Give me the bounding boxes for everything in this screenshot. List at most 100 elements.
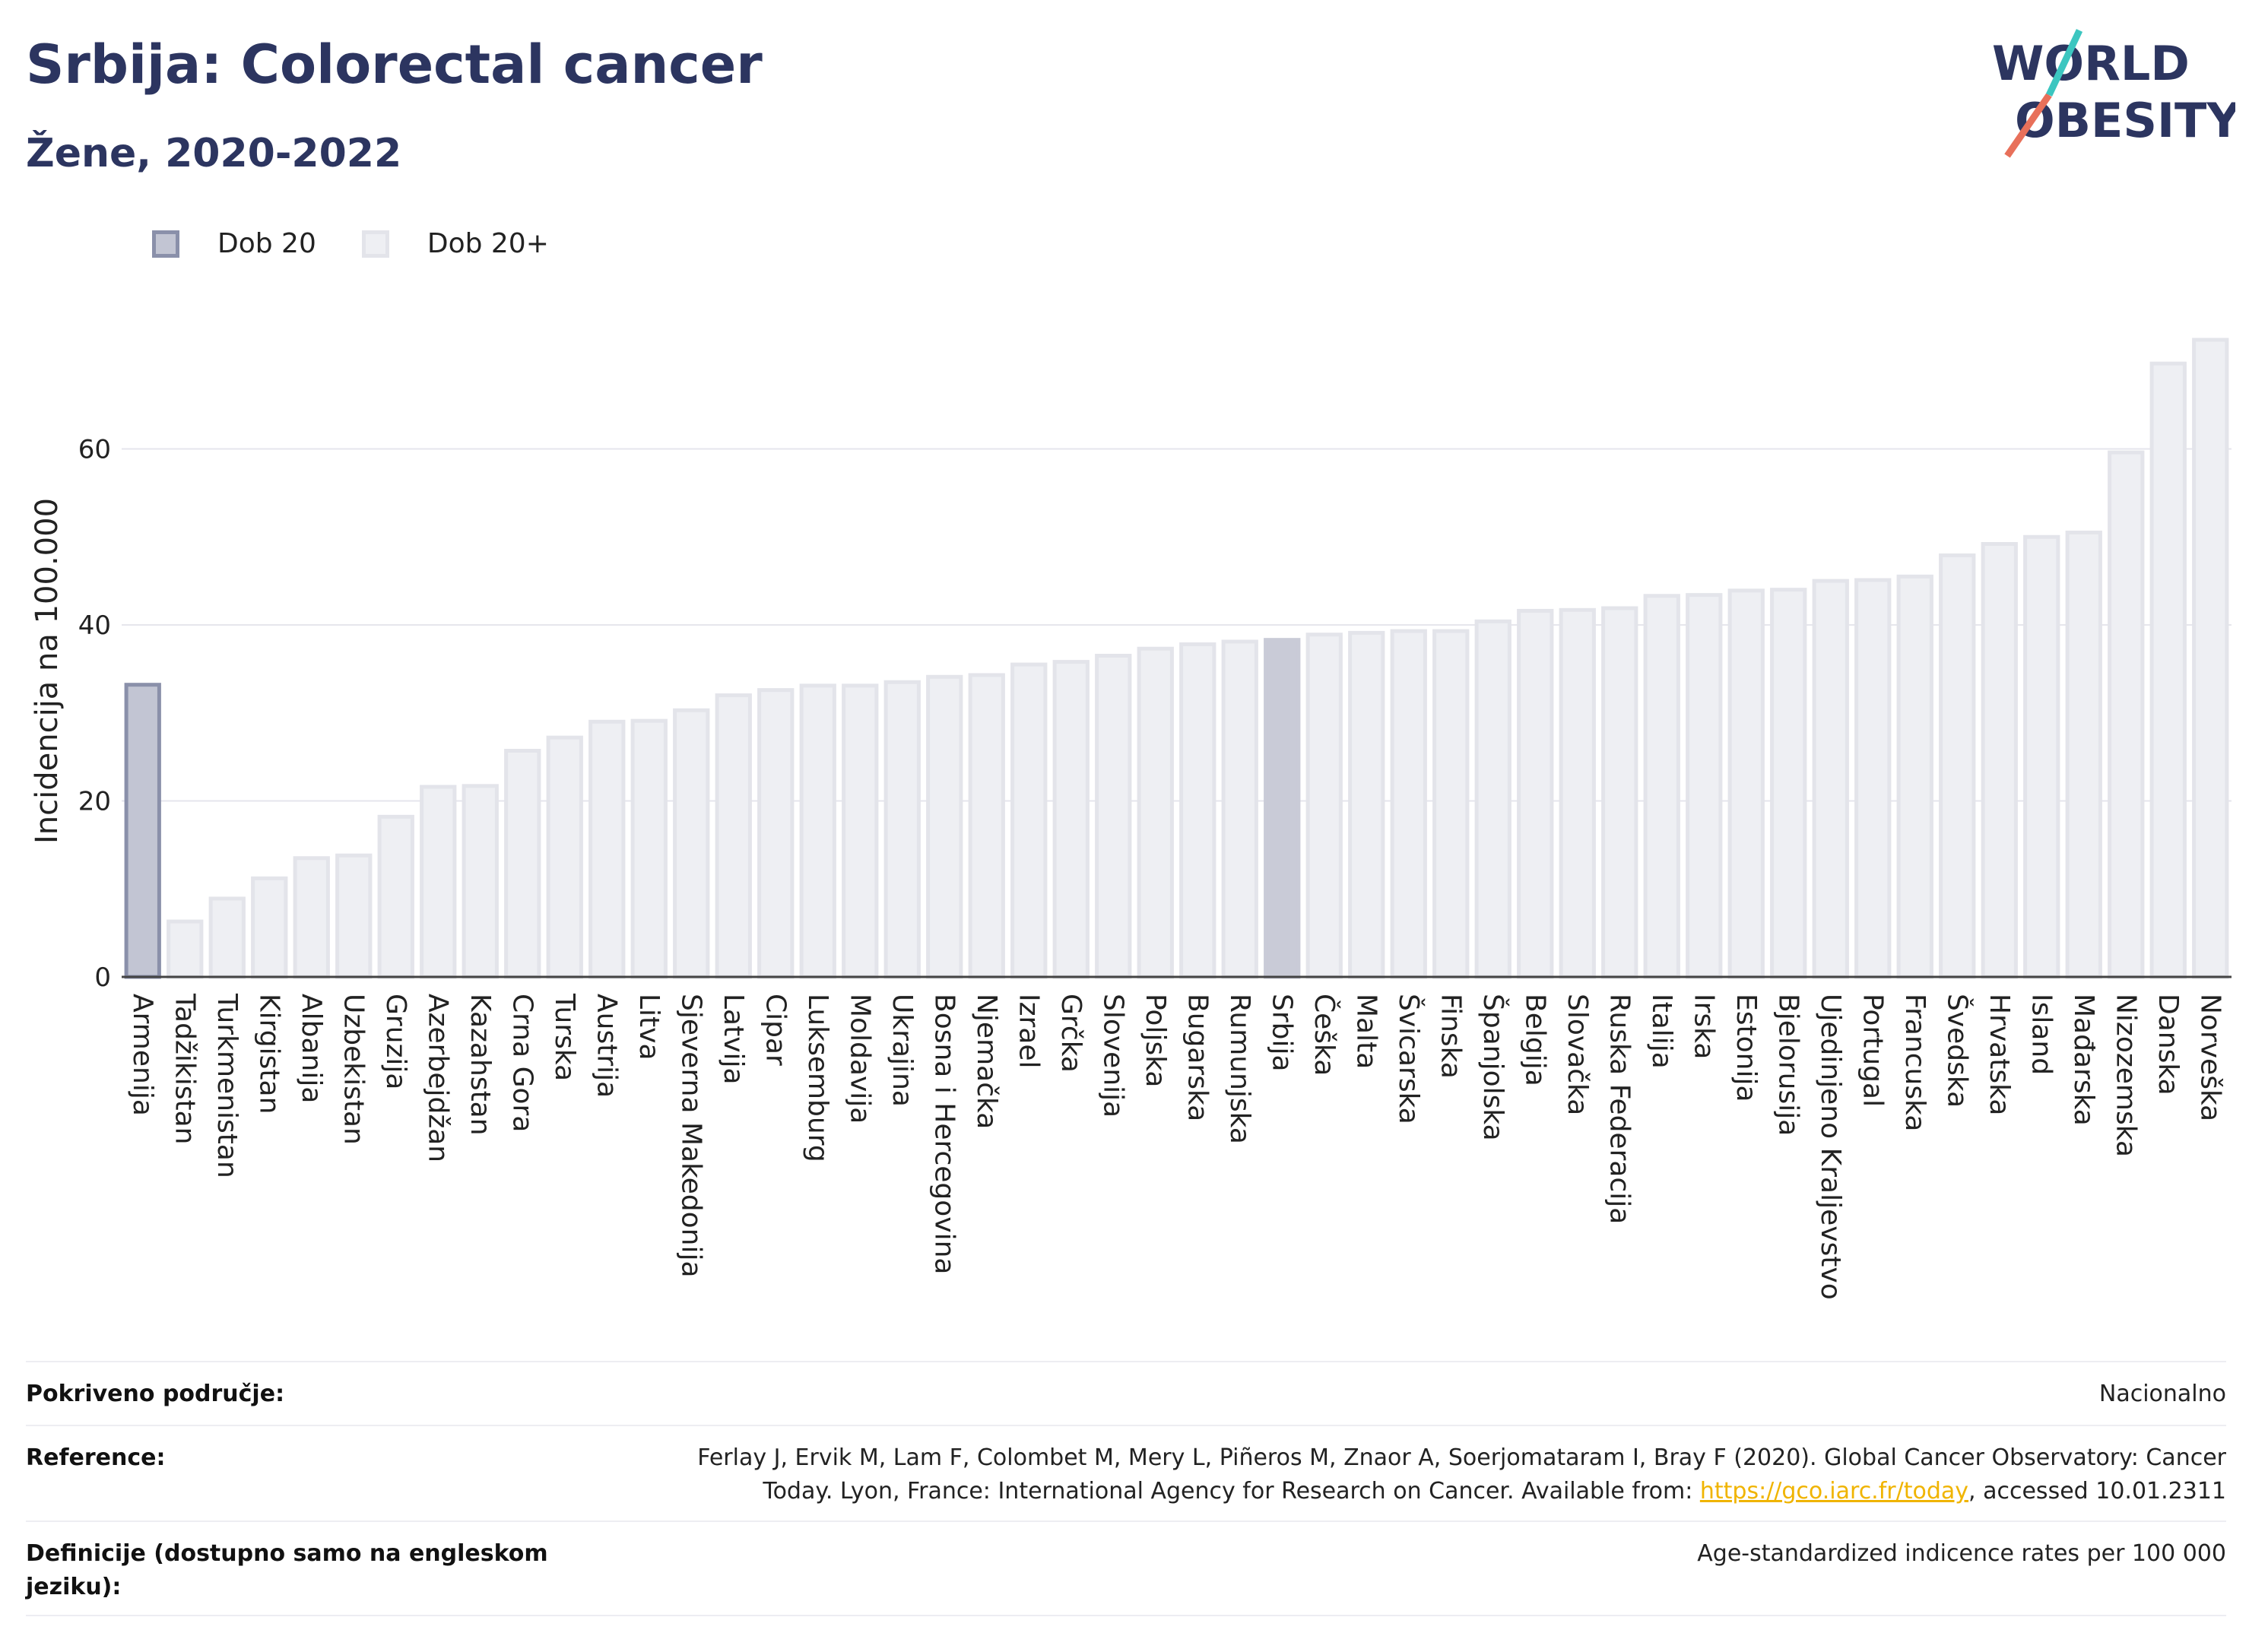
x-tick-label: Rumunjska [1224,994,1255,1144]
bar-norveška[interactable] [2192,338,2229,979]
x-tick-label: Austrija [591,994,622,1098]
x-tick-label: Hrvatska [1984,994,2015,1115]
bar-azerbejdžan[interactable] [420,785,457,979]
bar-ujedinjeno-kraljevstvo[interactable] [1812,579,1849,979]
bar-uzbekistan[interactable] [335,853,373,979]
legend-label-dob20: Dob 20 [217,228,316,259]
bar-bjelorusija[interactable] [1770,588,1807,979]
bar-malta[interactable] [1348,630,1385,979]
bar-albanija[interactable] [293,856,330,979]
x-tick-label: Tadžikistan [169,993,200,1144]
bar-izrael[interactable] [1010,662,1048,979]
bar-kazahstan[interactable] [462,784,499,979]
x-tick-label: Armenija [127,994,158,1116]
x-tick-label: Izrael [1013,994,1044,1069]
bar-nizozemska[interactable] [2108,450,2145,979]
x-tick-label: Irska [1688,994,1719,1059]
legend-item-dob20[interactable]: Dob 20 [152,228,316,259]
legend-swatch-dob20 [152,230,179,258]
x-tick-label: Ruska Federacija [1603,994,1635,1224]
reference-link[interactable]: https://gco.iarc.fr/today [1699,1478,1969,1505]
x-tick-label: Estonija [1730,994,1762,1102]
bar-češka[interactable] [1305,633,1343,979]
coverage-value: Nacionalno [2098,1381,2226,1407]
bar-sjeverna-makedonija[interactable] [673,708,710,979]
x-tick-label: Norveška [2194,994,2225,1121]
bar-španjolska[interactable] [1474,619,1511,979]
bar-estonija[interactable] [1727,588,1765,979]
bar-italija[interactable] [1643,594,1680,979]
x-tick-label: Latvija [718,994,749,1085]
bar-gruzija[interactable] [377,814,414,979]
bar-turkmenistan[interactable] [208,896,246,979]
bar-chart: 0 20 40 60 Incidencija na 100.000 Armenija Tad… [30,338,2232,1300]
bar-turska[interactable] [546,735,583,979]
world-obesity-logo: WORLD OBESITY [1992,29,2235,158]
bar-cipar[interactable] [757,688,795,979]
bar-slovačka[interactable] [1559,607,1596,979]
y-tick-label: 40 [78,610,111,641]
bar-crna-gora[interactable] [504,749,541,979]
x-tick-label: Turska [549,993,580,1081]
x-tick-label: Češka [1308,994,1340,1076]
x-tick-label: Azerbejdžan [422,994,453,1162]
bar-francuska[interactable] [1896,574,1933,979]
x-tick-label: Finska [1435,994,1466,1079]
x-tick-label: Njemačka [971,994,1002,1129]
bar-armenija[interactable] [124,683,161,979]
coverage-row: Pokriveno područje: Nacionalno [26,1361,2226,1425]
bar-grčka[interactable] [1052,660,1090,979]
bar-njemačka[interactable] [968,673,1005,979]
x-tick-label: Sjeverna Makedonija [675,994,706,1278]
x-tick-label: Luksemburg [802,994,833,1162]
bar-latvija[interactable] [715,693,752,979]
bar-finska[interactable] [1432,629,1470,979]
definitions-row: Definicije (dostupno samo na engleskom j… [26,1520,2226,1616]
bar-irska[interactable] [1686,593,1723,979]
x-tick-label: Turkmenistan [211,993,243,1178]
x-tick-label: Bugarska [1182,994,1213,1121]
bar-bugarska[interactable] [1179,642,1216,979]
bar-moldavija[interactable] [842,683,879,979]
x-tick-label: Ukrajina [887,994,918,1107]
bar-poljska[interactable] [1137,646,1174,979]
reference-text: Ferlay J, Ervik M, Lam F, Colombet M, Me… [697,1444,2226,1505]
x-tick-label: Litva [633,994,665,1061]
y-tick-label: 60 [78,434,111,465]
x-tick-label: Danska [2152,994,2184,1096]
x-tick-label: Nizozemska [2110,994,2141,1157]
bar-mađarska[interactable] [2065,530,2102,979]
x-tick-label: Albanija [296,994,327,1103]
bar-litva[interactable] [630,718,668,979]
bar-ruska-federacija[interactable] [1601,606,1638,979]
reference-row: Reference: Ferlay J, Ervik M, Lam F, Col… [26,1425,2226,1520]
bar-rumunjska[interactable] [1221,639,1258,979]
bar-švicarska[interactable] [1390,629,1427,979]
bar-belgija[interactable] [1517,608,1554,979]
x-tick-label: Slovačka [1562,994,1593,1115]
x-tick-label: Švedska [1941,994,1973,1108]
legend-label-dob20plus: Dob 20+ [427,228,549,259]
legend-item-dob20plus[interactable]: Dob 20+ [361,228,549,259]
bar-portugal[interactable] [1854,578,1892,979]
x-tick-label: Gruzija [380,994,411,1089]
chart-legend: Dob 20 Dob 20+ [152,228,595,259]
bar-srbija[interactable] [1264,638,1301,979]
x-tick-label: Island [2025,994,2057,1075]
bar-luksemburg[interactable] [799,683,836,979]
bar-bosna-i-hercegovina[interactable] [926,674,963,979]
bar-hrvatska[interactable] [1981,541,2018,979]
bar-slovenija[interactable] [1095,654,1132,979]
bar-austrija[interactable] [588,719,626,979]
svg-text:OBESITY: OBESITY [2015,93,2235,148]
bar-kirgistan[interactable] [251,876,288,979]
bar-tadžikistan[interactable] [167,919,204,979]
x-tick-label: Francuska [1899,994,1930,1131]
coverage-label: Pokriveno područje: [26,1381,285,1407]
bar-švedska[interactable] [1939,553,1976,979]
svg-text:WORLD: WORLD [1992,36,2190,91]
bar-ukrajina[interactable] [883,680,921,979]
bar-danska[interactable] [2149,361,2187,979]
x-tick-label: Kazahstan [465,994,496,1136]
bar-island[interactable] [2023,534,2060,979]
